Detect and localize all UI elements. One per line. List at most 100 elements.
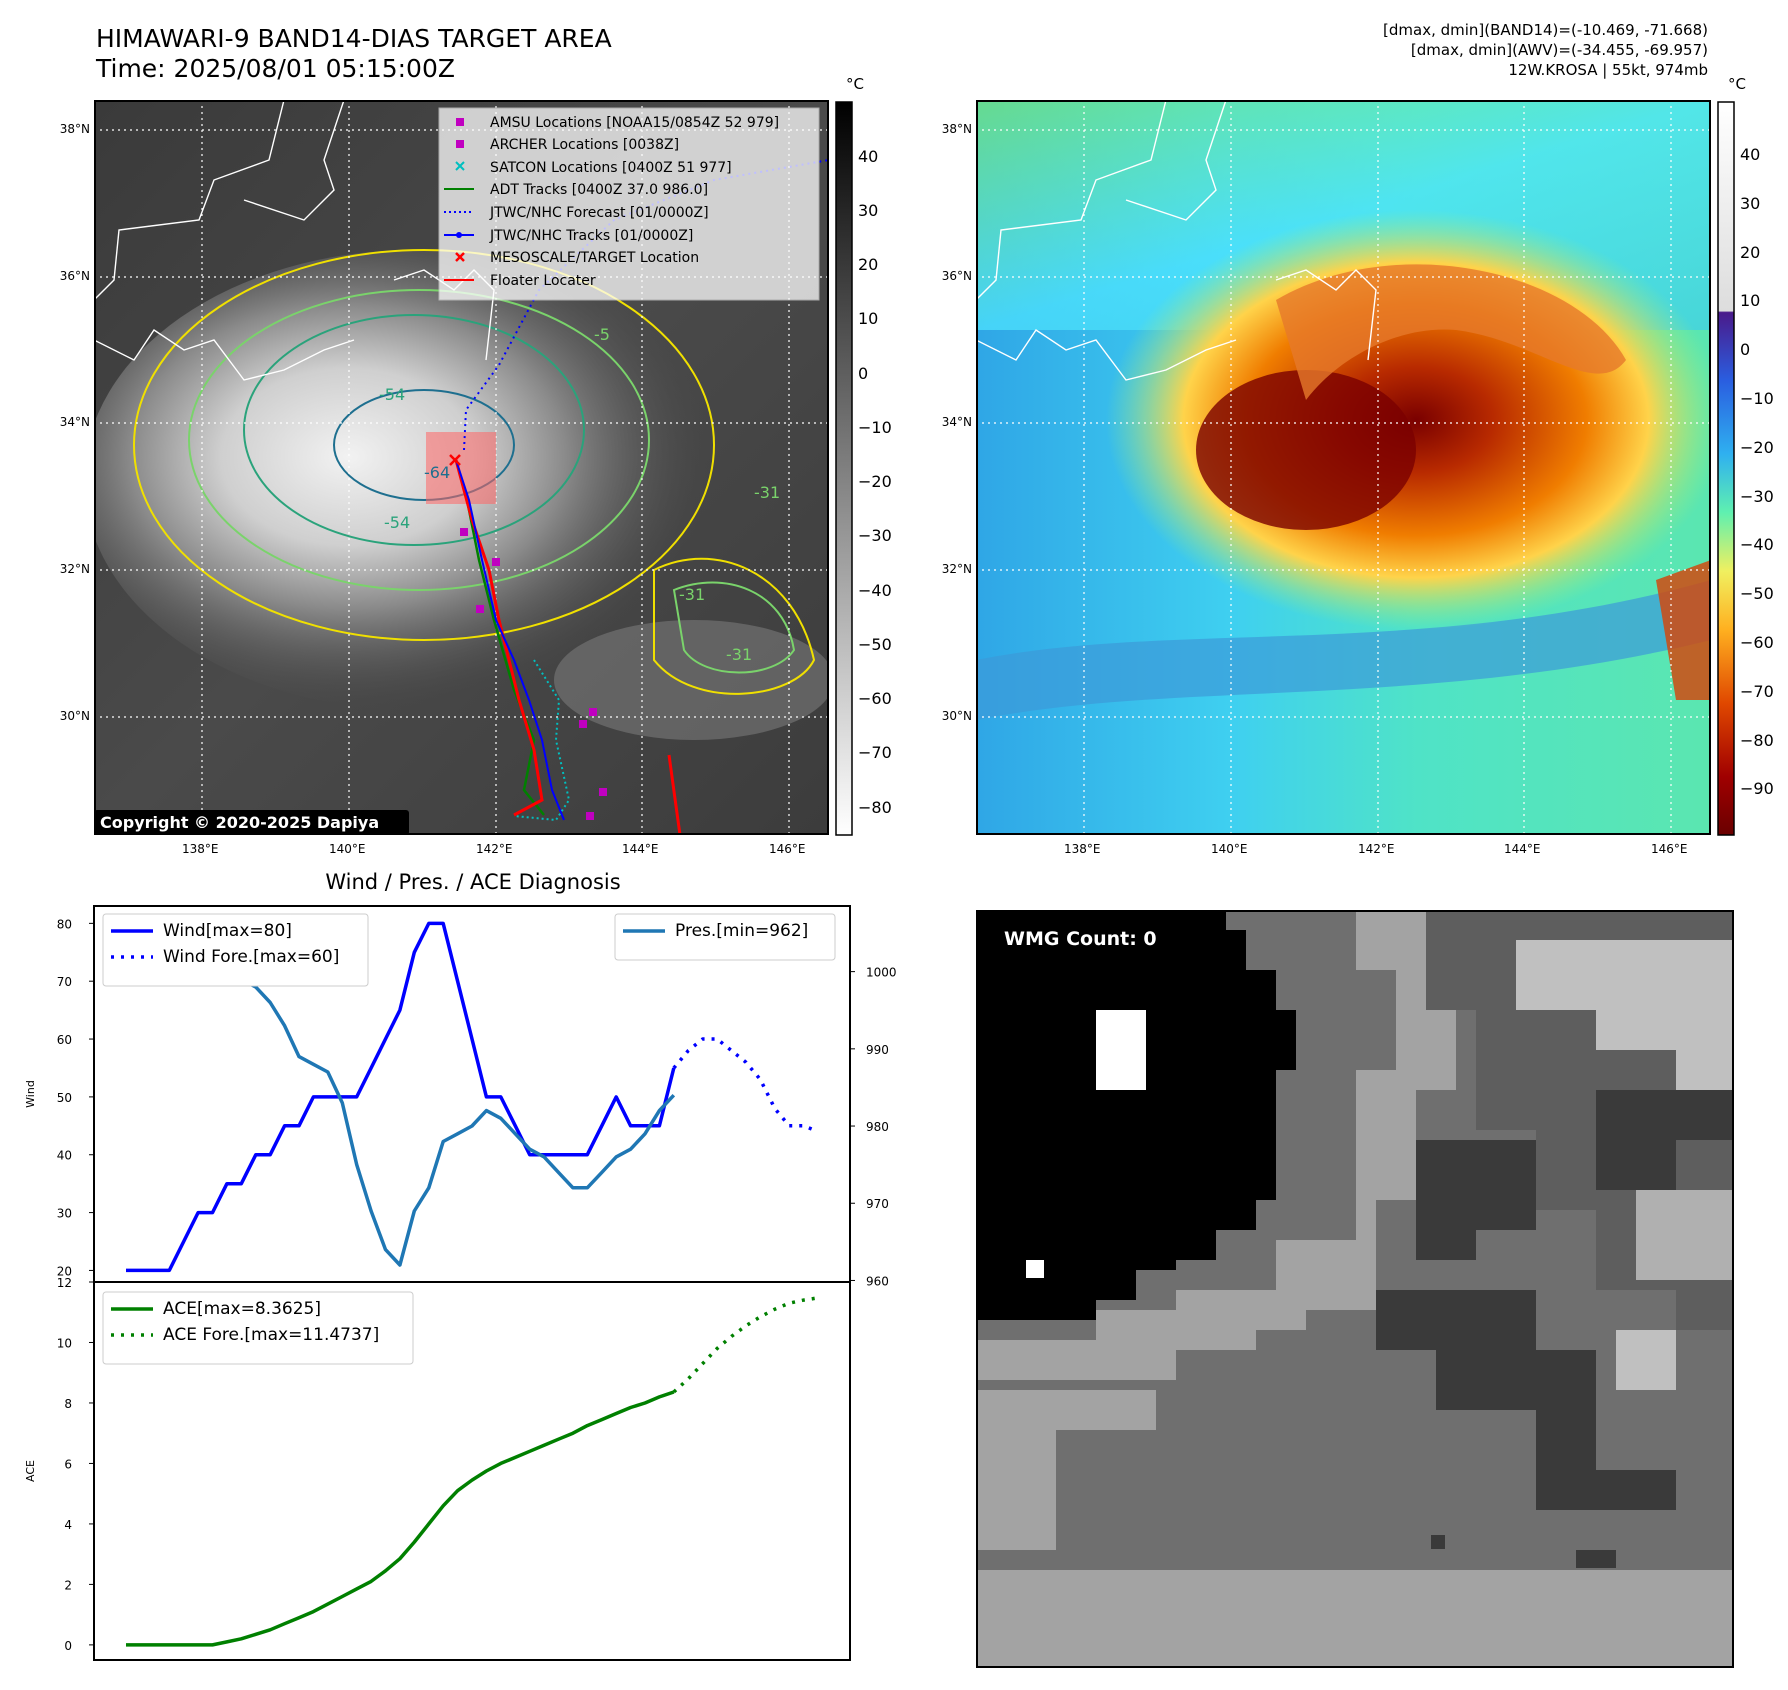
legend-archer: ARCHER Locations [0038Z] xyxy=(490,137,679,153)
title-line-1: HIMAWARI-9 BAND14-DIAS TARGET AREA xyxy=(96,24,612,53)
ir-cbar-tick: −20 xyxy=(858,472,892,491)
y-tick-label: 2 xyxy=(64,1578,72,1592)
ir-cbar-tick: 30 xyxy=(858,201,878,220)
y-tick-label: 40 xyxy=(57,1149,72,1163)
y-tick-label: 6 xyxy=(64,1457,72,1471)
contour-label-2: -54 xyxy=(379,385,405,404)
y-tick-label: 80 xyxy=(57,917,72,931)
legend-label: ACE[max=8.3625] xyxy=(163,1299,321,1319)
ir-cbar-tick: −30 xyxy=(858,526,892,545)
legend-satcon-marker xyxy=(455,161,465,171)
awv-cbar-tick: −60 xyxy=(1740,633,1774,652)
ir-cbar-tick: −70 xyxy=(858,743,892,762)
contour-label-6: -31 xyxy=(726,645,752,664)
legend-target-marker xyxy=(455,252,465,262)
y2-tick-label: 960 xyxy=(866,1274,889,1288)
awv-cbar-tick: −10 xyxy=(1740,389,1774,408)
contour-label-5: -31 xyxy=(679,585,705,604)
mesoscale-target-marker xyxy=(449,454,461,466)
awv-cbar-tick: −20 xyxy=(1740,438,1774,457)
ir-cbar-tick: 40 xyxy=(858,147,878,166)
y-tick-label: 70 xyxy=(57,975,72,989)
lat-tick: 30°N xyxy=(941,709,972,723)
cloud-top-contours xyxy=(133,249,816,695)
lon-tick: 138°E xyxy=(1064,842,1101,856)
y-tick-label: 20 xyxy=(57,1264,72,1278)
ir-cbar-tick: 20 xyxy=(858,255,878,274)
legend-tracks: JTWC/NHC Tracks [01/0000Z] xyxy=(489,228,693,244)
y-tick-label: 60 xyxy=(57,1033,72,1047)
diagnosis-title: Wind / Pres. / ACE Diagnosis xyxy=(325,870,620,894)
contour-label-3: -54 xyxy=(384,513,410,532)
awv-cbar-tick: −80 xyxy=(1740,731,1774,750)
legend-box xyxy=(102,1291,414,1365)
legend-floater: Floater Locater xyxy=(490,273,596,289)
y-tick-label: 4 xyxy=(64,1518,72,1532)
awv-colorbar: °C 40 30 20 10 0 −10 −20 −30 −40 −50 −60… xyxy=(1717,75,1774,836)
contour-label-1: -64 xyxy=(424,463,450,482)
legend-tracks-dot xyxy=(456,232,462,238)
lon-tick: 144°E xyxy=(622,842,659,856)
lat-tick: 32°N xyxy=(59,562,90,576)
awv-cbar-tick: 10 xyxy=(1740,291,1760,310)
y-tick-label: 12 xyxy=(57,1276,72,1290)
target-area-box xyxy=(426,432,496,504)
y-tick-label: 8 xyxy=(64,1397,72,1411)
series-line xyxy=(126,1390,675,1647)
axes-frame xyxy=(93,1281,851,1661)
ir-cbar-tick: 10 xyxy=(858,309,878,328)
ir-colorbar: °C 40 30 20 10 0 −10 −20 −30 −40 −50 −60… xyxy=(835,75,892,836)
lat-tick: 36°N xyxy=(59,269,90,283)
ir-cbar-tick: −50 xyxy=(858,635,892,654)
awv-cbar-tick: 20 xyxy=(1740,243,1760,262)
awv-cbar-tick: 30 xyxy=(1740,194,1760,213)
ace-panel: 0 2 4 6 8 10 12 ACE ACE[max=8.3625] ACE Fore.[max… xyxy=(24,1276,851,1661)
lat-tick: 30°N xyxy=(59,709,90,723)
awv-cbar-tick: −90 xyxy=(1740,779,1774,798)
legend-forecast: JTWC/NHC Forecast [01/0000Z] xyxy=(489,205,709,221)
lon-tick: 140°E xyxy=(1211,842,1248,856)
series-line xyxy=(672,1037,819,1134)
series-line xyxy=(126,921,676,1273)
legend-amsu-marker xyxy=(456,118,464,126)
legend-amsu: AMSU Locations [NOAA15/0854Z 52 979] xyxy=(490,115,779,131)
lat-tick: 34°N xyxy=(59,415,90,429)
copyright-badge xyxy=(94,810,409,835)
diagnosis-chart: Wind / Pres. / ACE Diagnosis 20 30 40 50 60 7… xyxy=(24,870,897,1661)
figure-info: [dmax, dmin](BAND14)=(-10.469, -71.668) [… xyxy=(1383,20,1708,80)
ir-colorbar-unit: °C xyxy=(846,75,864,93)
y2-tick-label: 990 xyxy=(866,1043,889,1057)
y-tick-label: 30 xyxy=(57,1207,72,1221)
y-axis-label: Wind xyxy=(24,1080,37,1108)
info-line-3: 12W.KROSA | 55kt, 974mb xyxy=(1508,61,1708,79)
ir-map-panel: -64 -54 -54 -31 -31 -31 -5 AMSU Location… xyxy=(94,100,829,835)
y-tick-label: 10 xyxy=(57,1336,72,1350)
y2-tick-label: 980 xyxy=(866,1120,889,1134)
jtwc-track xyxy=(455,459,565,821)
wmg-count-label: WMG Count: 0 xyxy=(1004,928,1157,950)
awv-map-panel xyxy=(976,100,1711,835)
title-line-2: Time: 2025/08/01 05:15:00Z xyxy=(96,54,455,83)
lon-tick: 138°E xyxy=(182,842,219,856)
contour-label-7: -5 xyxy=(594,325,610,344)
y-tick-label: 50 xyxy=(57,1091,72,1105)
lon-tick: 146°E xyxy=(769,842,806,856)
lat-tick: 38°N xyxy=(59,122,90,136)
legend-target: MESOSCALE/TARGET Location xyxy=(490,250,699,266)
wind-pressure-panel: 20304050607080Wind9609709809901000Pressu… xyxy=(24,905,897,1288)
awv-cbar-tick: −30 xyxy=(1740,487,1774,506)
legend-box xyxy=(614,913,836,961)
legend-adt: ADT Tracks [0400Z 37.0 986.0] xyxy=(490,182,708,198)
ir-cbar-tick: 0 xyxy=(858,364,868,383)
lat-tick: 34°N xyxy=(941,415,972,429)
lon-tick: 140°E xyxy=(329,842,366,856)
lon-tick: 142°E xyxy=(476,842,513,856)
legend-satcon: SATCON Locations [0400Z 51 977] xyxy=(490,160,732,176)
awv-colorbar-unit: °C xyxy=(1728,75,1746,93)
info-line-1: [dmax, dmin](BAND14)=(-10.469, -71.668) xyxy=(1383,21,1708,39)
lat-tick: 38°N xyxy=(941,122,972,136)
amsu-archer-markers xyxy=(460,528,607,820)
awv-lat-ticks: 38°N 36°N 34°N 32°N 30°N xyxy=(922,100,972,835)
legend-label: ACE Fore.[max=11.4737] xyxy=(163,1325,379,1345)
lon-tick: 144°E xyxy=(1504,842,1541,856)
